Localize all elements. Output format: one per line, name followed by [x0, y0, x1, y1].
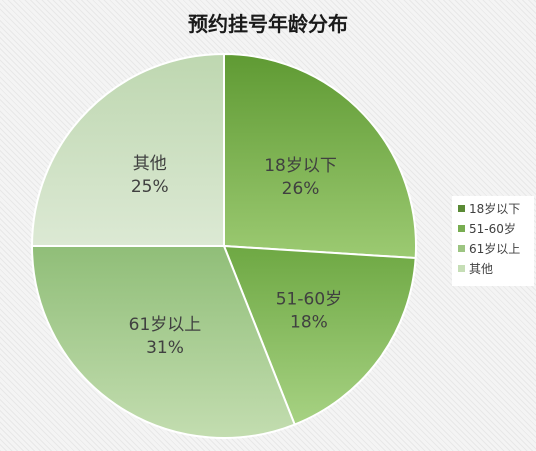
- legend-swatch: [458, 245, 465, 252]
- pie-slices: [30, 52, 417, 439]
- pie-labels: 18岁以下 26% 51-60岁 18% 61岁以上 31% 其他 25%: [129, 154, 342, 358]
- legend-swatch: [458, 225, 465, 232]
- slice-value-label: 26%: [282, 179, 320, 199]
- slice-category-label: 61岁以上: [129, 315, 202, 335]
- legend-item-over-61: 61岁以上: [458, 240, 520, 258]
- legend-label: 61岁以上: [469, 242, 521, 256]
- legend-label: 18岁以下: [469, 202, 521, 216]
- slice-category-label: 其他: [133, 154, 167, 174]
- slice-category-label: 18岁以下: [264, 156, 337, 176]
- slice-value-label: 31%: [146, 338, 184, 358]
- legend-swatch: [458, 265, 465, 272]
- legend-item-51-60: 51-60岁: [458, 220, 516, 238]
- pie-slice-over-61: [30, 245, 296, 439]
- legend-item-other: 其他: [458, 260, 493, 278]
- chart-title: 预约挂号年龄分布: [188, 12, 348, 36]
- pie-slice-under-18: [223, 52, 417, 260]
- slice-value-label: 25%: [131, 177, 169, 197]
- legend-label: 其他: [469, 262, 494, 276]
- legend: 18岁以下 51-60岁 61岁以上 其他: [452, 196, 534, 286]
- legend-item-under-18: 18岁以下: [458, 200, 520, 218]
- pie-slice-other: [30, 52, 225, 247]
- slice-value-label: 18%: [290, 313, 328, 333]
- pie-slice-51-60: [222, 244, 417, 426]
- legend-swatch: [458, 205, 465, 212]
- legend-label: 51-60岁: [469, 222, 516, 236]
- slice-category-label: 51-60岁: [276, 290, 342, 310]
